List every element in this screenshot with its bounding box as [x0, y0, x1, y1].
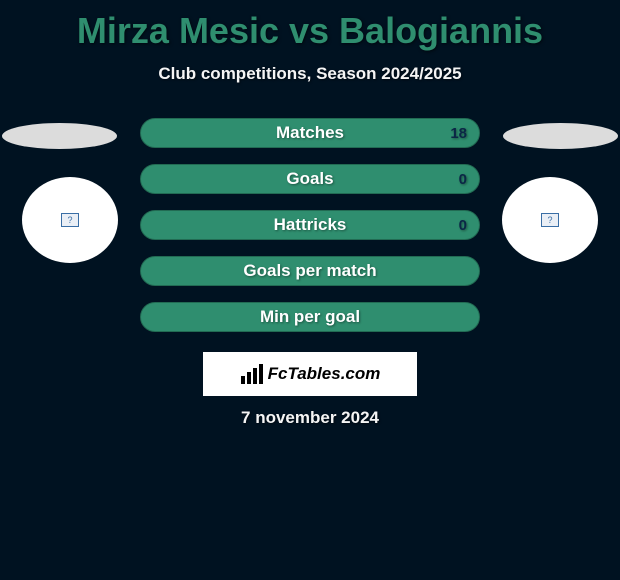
date-text: 7 november 2024	[0, 408, 620, 428]
player-left-ellipse	[2, 123, 117, 149]
stat-label: Goals per match	[243, 261, 376, 281]
brand-text: FcTables.com	[268, 364, 381, 384]
comparison-infographic: Mirza Mesic vs Balogiannis Club competit…	[0, 0, 620, 580]
page-subtitle: Club competitions, Season 2024/2025	[0, 64, 620, 84]
stat-row: Min per goal	[140, 302, 480, 332]
player-right-placeholder-icon: ?	[541, 213, 559, 227]
stat-label: Matches	[276, 123, 344, 143]
stat-label: Min per goal	[260, 307, 360, 327]
stat-label: Hattricks	[274, 215, 347, 235]
stat-list: Matches 18 Goals 0 Hattricks 0 Goals per…	[140, 118, 480, 348]
stat-right-value: 0	[459, 217, 467, 234]
bars-icon	[240, 364, 264, 384]
stat-label: Goals	[286, 169, 333, 189]
page-title: Mirza Mesic vs Balogiannis	[0, 0, 620, 52]
player-right-circle: ?	[502, 177, 598, 263]
stat-right-value: 18	[450, 125, 467, 142]
player-right-ellipse	[503, 123, 618, 149]
brand-badge: FcTables.com	[203, 352, 417, 396]
stat-right-value: 0	[459, 171, 467, 188]
stat-row: Hattricks 0	[140, 210, 480, 240]
stat-row: Goals 0	[140, 164, 480, 194]
player-left-circle: ?	[22, 177, 118, 263]
stat-row: Matches 18	[140, 118, 480, 148]
player-left-placeholder-icon: ?	[61, 213, 79, 227]
stat-row: Goals per match	[140, 256, 480, 286]
